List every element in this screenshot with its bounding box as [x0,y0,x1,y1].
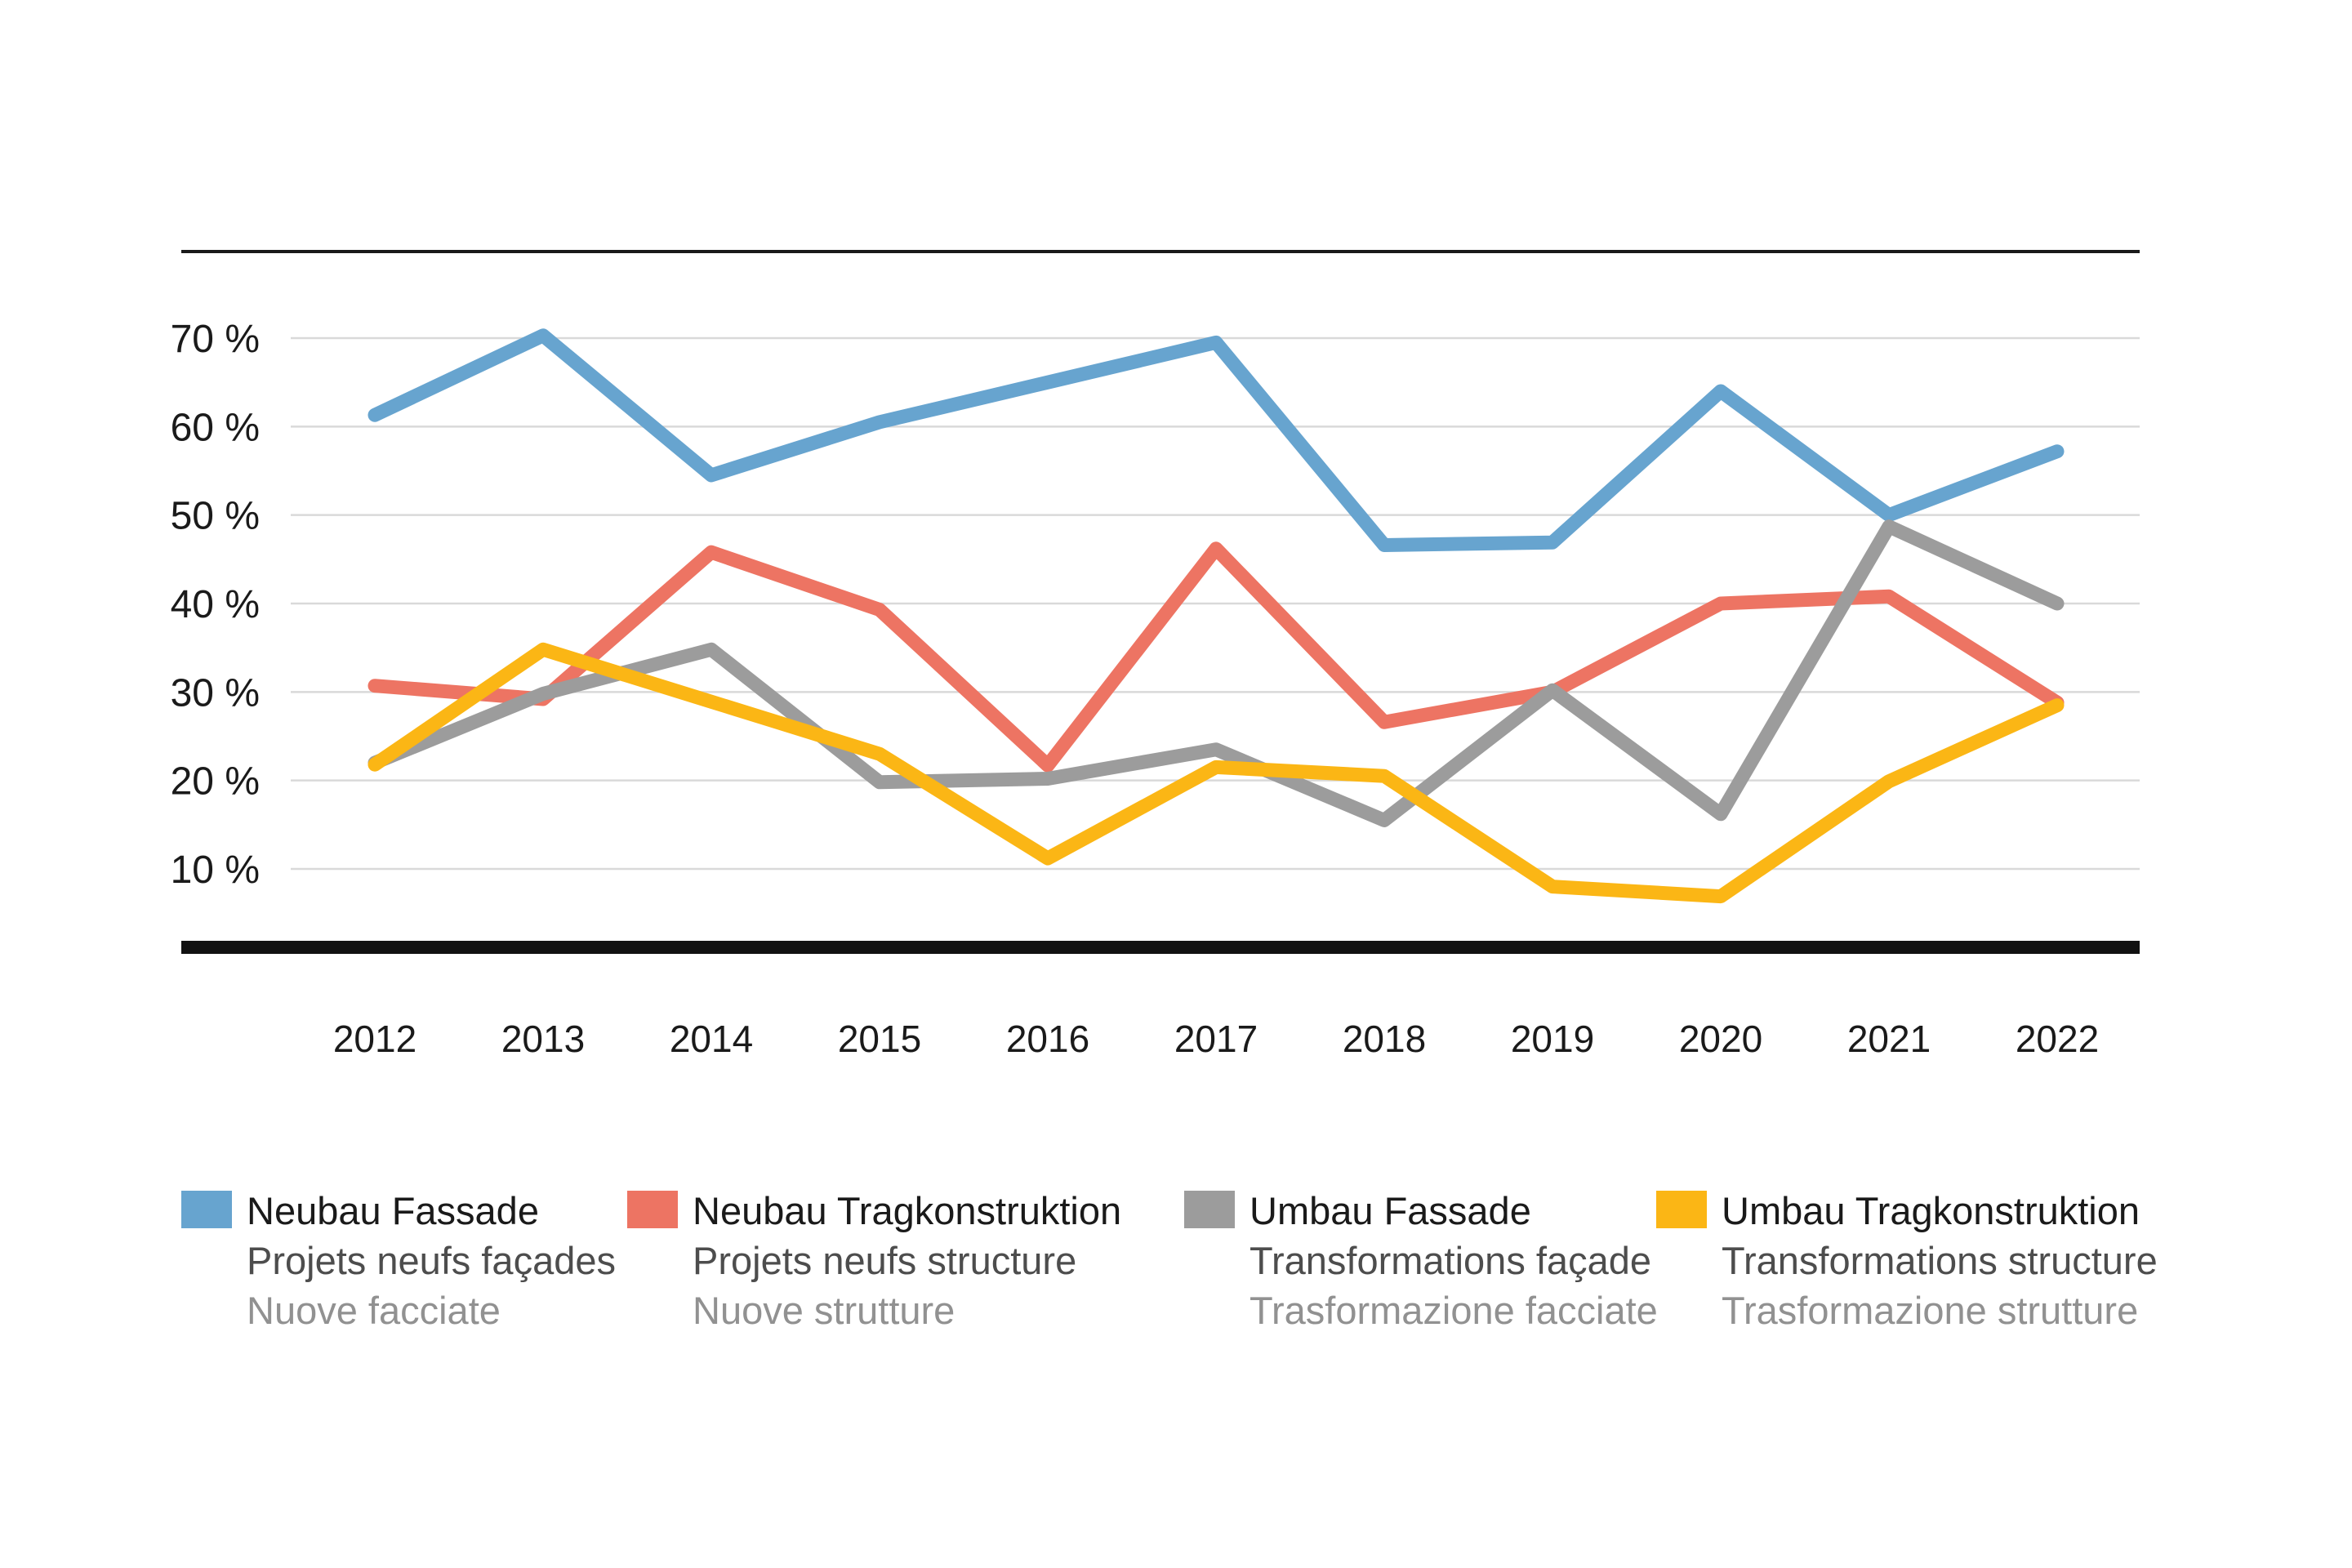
legend-item-umbau-tragkonstruktion: Umbau Tragkonstruktion Transformations s… [1656,1186,2158,1335]
legend-label-fr: Projets neufs façades [247,1239,616,1282]
y-tick-label-50: 50 % [171,495,260,538]
year-label-2022: 2022 [2016,1018,2099,1060]
legend-label-it: Nuove strutture [693,1289,956,1332]
legend-item-neubau-fassade: Neubau Fassade Projets neufs façades Nuo… [181,1186,616,1335]
legend-labels: Umbau Tragkonstruktion Transformations s… [1722,1186,2158,1335]
legend-swatch-neubau-fassade [181,1191,232,1228]
y-tick-label-10: 10 % [171,849,260,892]
year-label-2019: 2019 [1511,1018,1594,1060]
legend-item-neubau-tragkonstruktion: Neubau Tragkonstruktion Projets neufs st… [627,1186,1121,1335]
legend-label-fr: Transformations structure [1722,1239,2158,1282]
series-line-umbau-tragkonstruktion [368,642,2065,904]
legend-label-fr: Projets neufs structure [693,1239,1077,1282]
year-label-2012: 2012 [333,1018,416,1060]
year-label-2013: 2013 [501,1018,585,1060]
legend-labels: Umbau Fassade Transformations façade Tra… [1250,1186,1658,1335]
legend-label-it: Nuove facciate [247,1289,501,1332]
y-tick-label-30: 30 % [171,671,260,715]
year-label-2020: 2020 [1679,1018,1762,1060]
legend-swatch-umbau-tragkonstruktion [1656,1191,1707,1228]
legend-label-it: Trasformazione strutture [1722,1289,2139,1332]
legend-swatch-neubau-tragkonstruktion [627,1191,678,1228]
top-rule [181,250,2140,253]
y-tick-label-20: 20 % [171,760,260,804]
year-label-2017: 2017 [1174,1018,1258,1060]
legend: Neubau Fassade Projets neufs façades Nuo… [0,1186,2352,1349]
year-label-2014: 2014 [670,1018,753,1060]
legend-label-it: Trasformazione facciate [1250,1289,1658,1332]
legend-labels: Neubau Fassade Projets neufs façades Nuo… [247,1186,616,1335]
series-line-umbau-fassade [368,519,2065,827]
y-tick-label-70: 70 % [171,318,260,361]
year-label-2021: 2021 [1847,1018,1931,1060]
legend-label-fr: Transformations façade [1250,1239,1651,1282]
legend-label-de: Umbau Tragkonstruktion [1722,1189,2140,1232]
series-line-neubau-fassade [368,328,2065,552]
legend-label-de: Neubau Tragkonstruktion [693,1189,1122,1232]
legend-labels: Neubau Tragkonstruktion Projets neufs st… [693,1186,1121,1335]
legend-item-umbau-fassade: Umbau Fassade Transformations façade Tra… [1184,1186,1658,1335]
legend-swatch-umbau-fassade [1184,1191,1235,1228]
series-line-neubau-tragkonstruktion [368,541,2065,773]
legend-label-de: Umbau Fassade [1250,1189,1531,1232]
year-label-2016: 2016 [1006,1018,1089,1060]
legend-label-de: Neubau Fassade [247,1189,539,1232]
y-tick-label-60: 60 % [171,406,260,449]
x-axis-line [181,941,2140,954]
y-tick-label-40: 40 % [171,583,260,626]
year-label-2015: 2015 [838,1018,921,1060]
year-label-2018: 2018 [1343,1018,1426,1060]
